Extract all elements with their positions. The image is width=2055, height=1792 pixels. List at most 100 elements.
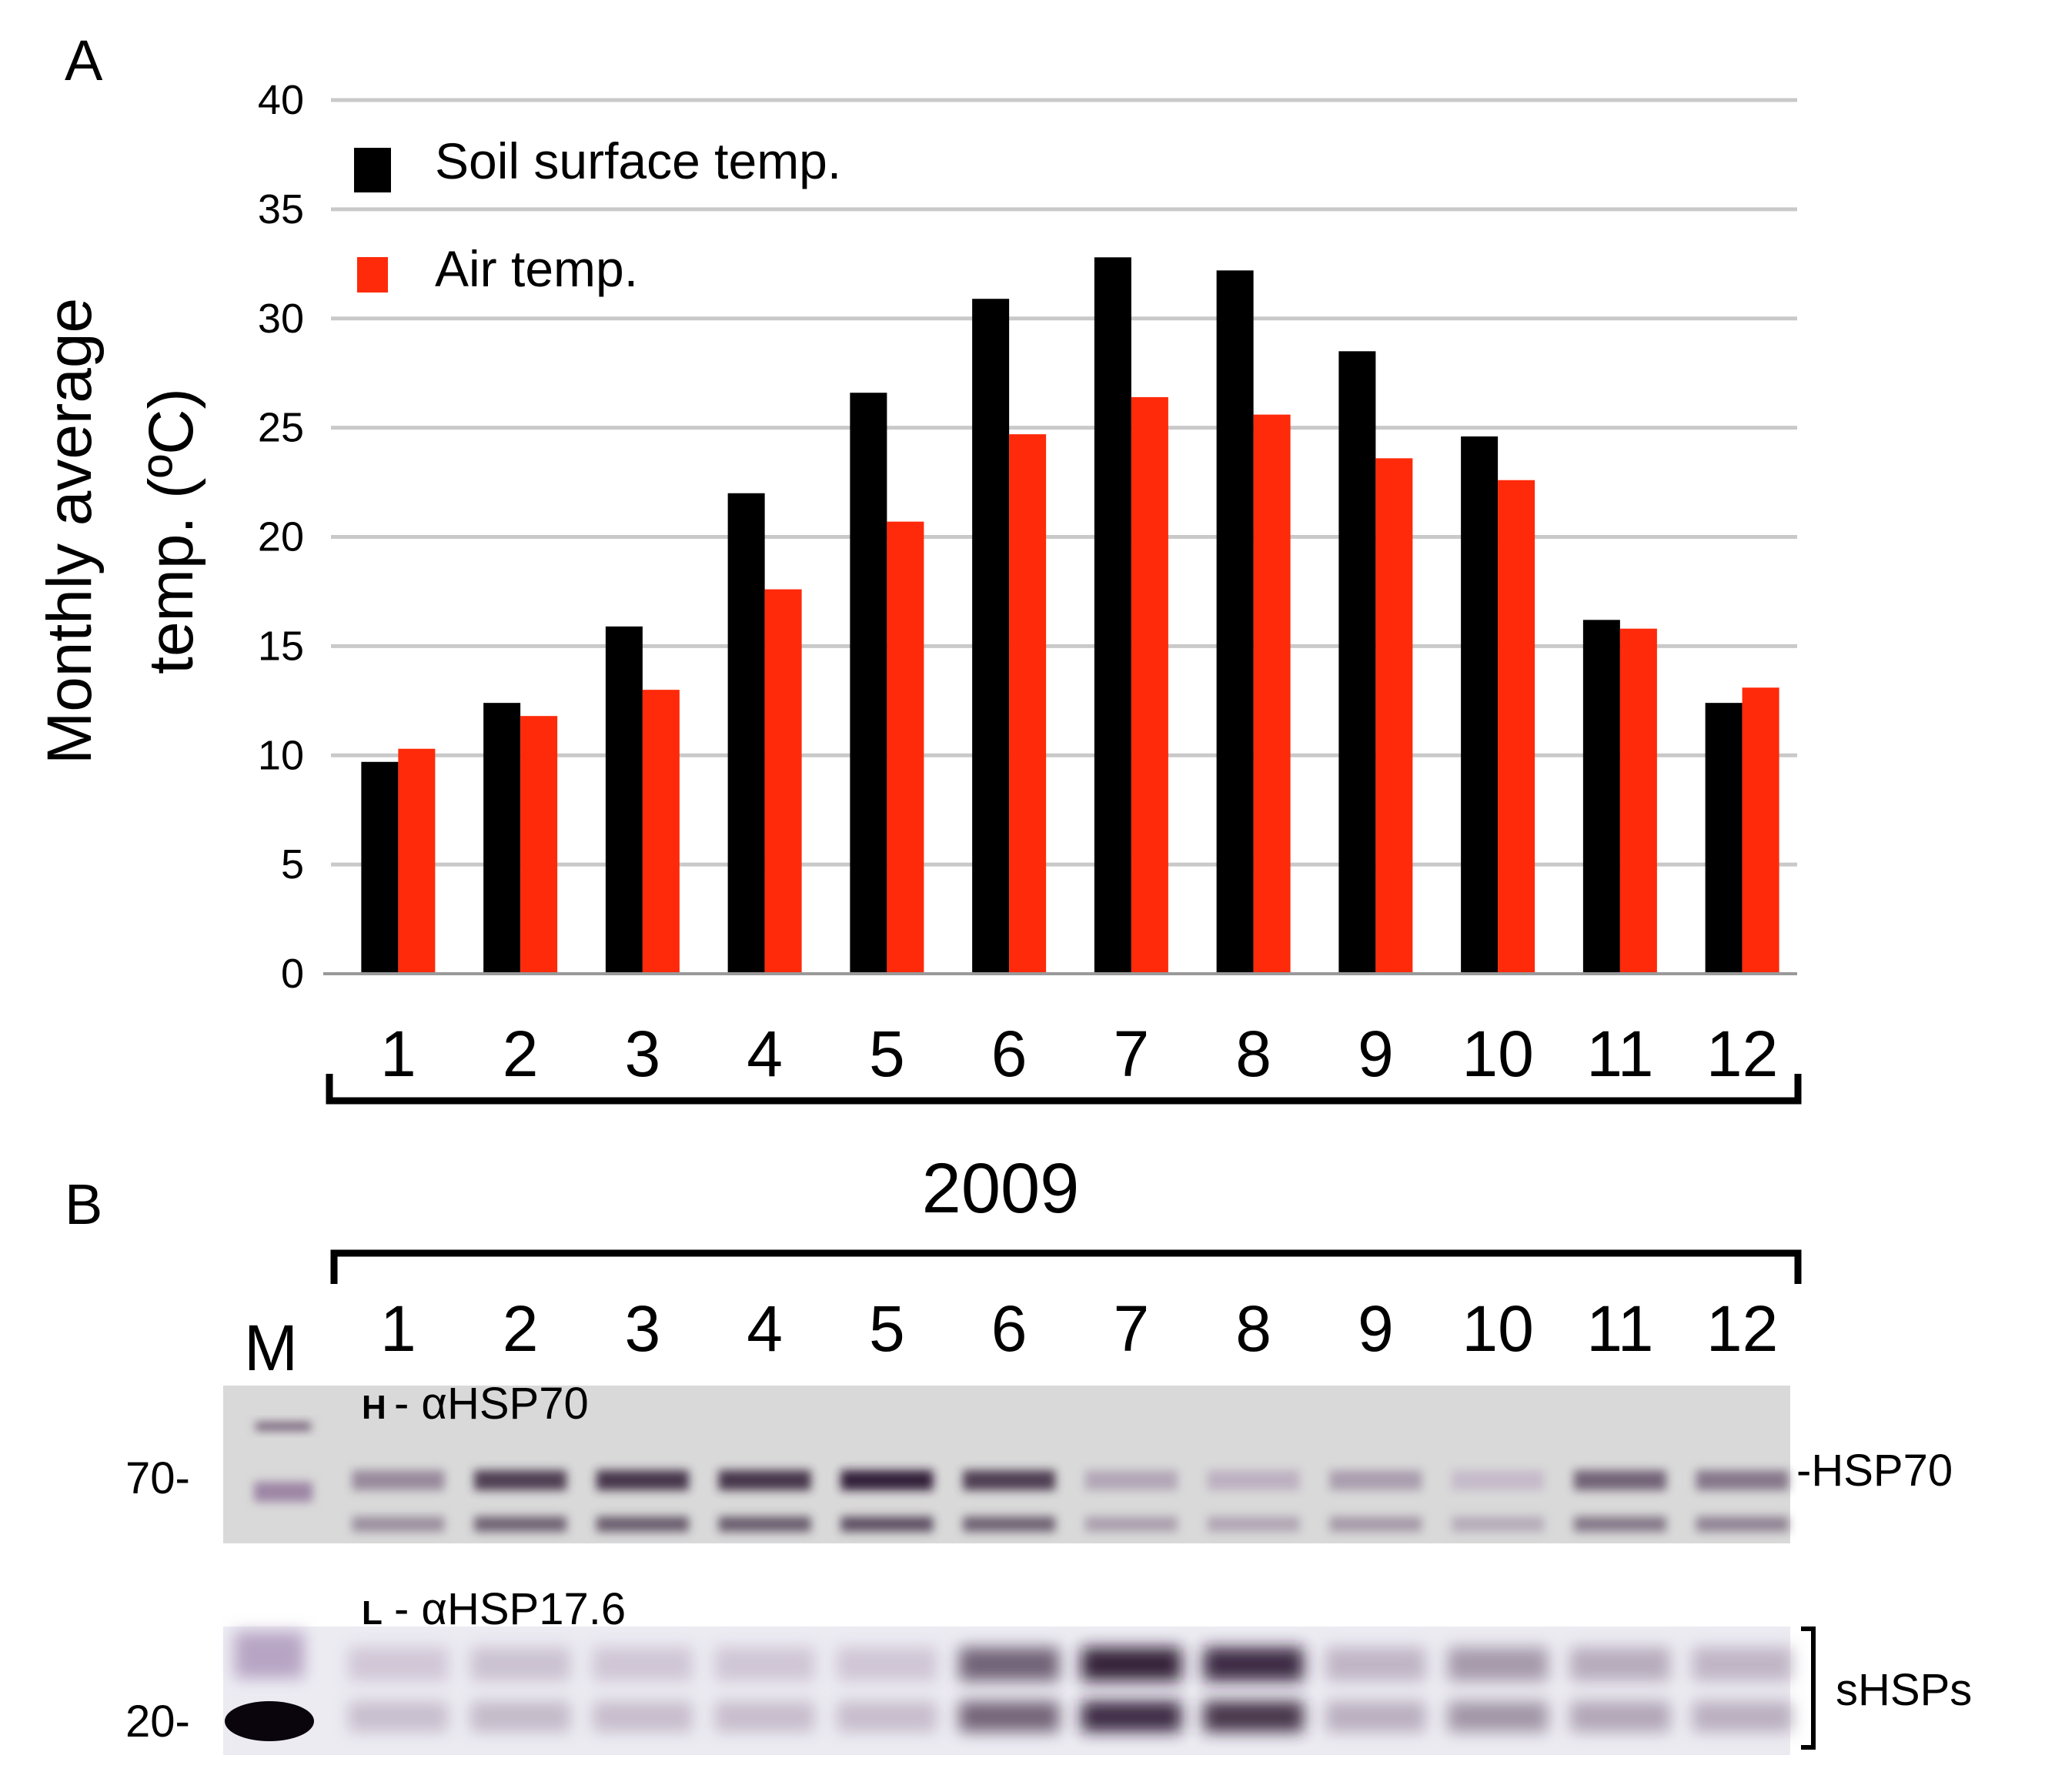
hsp70-band bbox=[718, 1470, 811, 1490]
hsp70-lower-band bbox=[1084, 1516, 1178, 1532]
bar-air-7 bbox=[1131, 396, 1168, 974]
hsp70-band bbox=[840, 1470, 934, 1490]
x-category-label: 10 bbox=[1462, 1018, 1533, 1090]
hsp70-lower-band bbox=[1696, 1516, 1789, 1532]
legend: Soil surface temp. Air temp. bbox=[354, 132, 841, 297]
bar-soil-5 bbox=[850, 393, 887, 975]
y-axis-label: Monthly average temp. (ºC) bbox=[35, 298, 206, 764]
blot-lane-label: 9 bbox=[1358, 1292, 1394, 1365]
bar-air-10 bbox=[1498, 480, 1535, 974]
x-category-label: 2 bbox=[503, 1018, 539, 1090]
legend-label-air: Air temp. bbox=[435, 240, 638, 297]
shsp-band-upper bbox=[1448, 1647, 1549, 1681]
hsp70-band bbox=[963, 1470, 1056, 1490]
year-label: 2009 bbox=[922, 1149, 1080, 1228]
gridlines bbox=[331, 98, 1797, 867]
y-tick-label: 5 bbox=[281, 841, 304, 888]
y-tick-label: 10 bbox=[258, 732, 304, 778]
shsp-band-lower bbox=[959, 1701, 1060, 1732]
bar-soil-3 bbox=[605, 626, 643, 974]
blot-lane-label: 12 bbox=[1706, 1292, 1778, 1365]
hsp70-band bbox=[1452, 1470, 1545, 1490]
x-category-label: 12 bbox=[1706, 1018, 1778, 1090]
blot-lane-label: 8 bbox=[1235, 1292, 1271, 1365]
shsp-band-upper bbox=[470, 1647, 571, 1681]
x-category-label: 1 bbox=[380, 1018, 416, 1090]
y-axis-label-line2: temp. (ºC) bbox=[136, 388, 206, 674]
y-tick-label: 30 bbox=[258, 296, 304, 342]
hsp70-band bbox=[1696, 1470, 1789, 1490]
blot-upper-marker-bands bbox=[254, 1423, 312, 1502]
shsp-band-upper bbox=[592, 1647, 693, 1681]
hsp70-band bbox=[474, 1470, 567, 1490]
blot-lane-label: 10 bbox=[1462, 1292, 1533, 1365]
blot-upper: H - αHSP70 70- -HSP70 bbox=[125, 1379, 1953, 1543]
hsp70-band bbox=[1329, 1470, 1422, 1490]
bar-air-9 bbox=[1375, 458, 1413, 974]
shsp-band-upper bbox=[1081, 1647, 1181, 1681]
blot-lower-size-marker: 20- bbox=[125, 1697, 190, 1747]
blot-lower-tag: L bbox=[362, 1594, 383, 1632]
blot-lower-marker-bands bbox=[225, 1632, 314, 1741]
hsp70-lower-band bbox=[352, 1516, 445, 1532]
shsp-band-upper bbox=[837, 1647, 937, 1681]
blot-lane-label: 6 bbox=[991, 1292, 1028, 1365]
shsp-band-upper bbox=[1325, 1647, 1426, 1681]
y-tick-label: 40 bbox=[258, 77, 304, 123]
y-tick-label: 15 bbox=[258, 623, 304, 669]
legend-swatch-soil bbox=[354, 148, 391, 192]
shsp-band-lower bbox=[1203, 1701, 1304, 1732]
hsp70-lower-band bbox=[1207, 1516, 1300, 1532]
shsp-band-upper bbox=[959, 1647, 1060, 1681]
shsp-band-lower bbox=[714, 1701, 815, 1732]
bar-soil-10 bbox=[1461, 436, 1499, 974]
shsp-band-lower bbox=[592, 1701, 693, 1732]
x-category-label: 9 bbox=[1358, 1018, 1394, 1090]
blot-upper-tag: H bbox=[362, 1389, 386, 1426]
marker-lane-label: M bbox=[244, 1312, 298, 1384]
bar-air-12 bbox=[1742, 687, 1779, 974]
shsp-band-upper bbox=[1569, 1647, 1670, 1681]
blot-upper-band-label: -HSP70 bbox=[1796, 1446, 1953, 1496]
bar-soil-11 bbox=[1582, 620, 1620, 974]
y-tick-label: 35 bbox=[258, 186, 304, 232]
hsp70-band bbox=[1207, 1470, 1300, 1490]
shsp-band-lower bbox=[1081, 1701, 1181, 1732]
hsp70-lower-band bbox=[718, 1516, 811, 1532]
hsp70-band bbox=[596, 1470, 689, 1490]
x-category-label: 11 bbox=[1586, 1018, 1653, 1090]
blot-upper-antibody: - αHSP70 bbox=[394, 1379, 589, 1429]
blot-upper-size-marker: 70- bbox=[125, 1453, 190, 1503]
bar-soil-12 bbox=[1705, 703, 1743, 974]
bar-soil-2 bbox=[483, 703, 521, 974]
shsp-band-upper bbox=[714, 1647, 815, 1681]
y-tick-label: 0 bbox=[281, 951, 304, 997]
blot-lower: L - αHSP17.6 20- sHSPs bbox=[125, 1584, 1972, 1755]
y-tick-label: 20 bbox=[258, 514, 304, 560]
blot-lane-label: 4 bbox=[747, 1292, 783, 1365]
y-axis-label-line1: Monthly average bbox=[35, 298, 105, 764]
bar-air-6 bbox=[1009, 434, 1047, 974]
x-axis-categories: 1 2 3 4 5 6 7 8 9 10 11 12 bbox=[380, 1018, 1778, 1090]
x-category-label: 4 bbox=[747, 1018, 783, 1090]
shsps-bracket bbox=[1801, 1627, 1816, 1750]
bar-soil-6 bbox=[972, 299, 1010, 974]
shsp-band-lower bbox=[837, 1701, 937, 1732]
shsp-band-lower bbox=[470, 1701, 571, 1732]
shsp-band-lower bbox=[1325, 1701, 1426, 1732]
year-bracket-a bbox=[326, 1074, 1802, 1105]
blot-lane-label: 2 bbox=[503, 1292, 539, 1365]
blot-lower-band-label: sHSPs bbox=[1836, 1665, 1972, 1715]
year-bracket-b bbox=[330, 1249, 1802, 1284]
shsp-band-lower bbox=[348, 1701, 449, 1732]
hsp70-lower-band bbox=[963, 1516, 1056, 1532]
blot-lower-antibody: - αHSP17.6 bbox=[394, 1584, 626, 1634]
x-category-label: 5 bbox=[869, 1018, 905, 1090]
x-category-label: 8 bbox=[1235, 1018, 1271, 1090]
panel-a-letter: A bbox=[65, 28, 103, 92]
bar-air-2 bbox=[520, 716, 558, 974]
hsp70-lower-band bbox=[840, 1516, 934, 1532]
bar-air-1 bbox=[398, 748, 436, 974]
